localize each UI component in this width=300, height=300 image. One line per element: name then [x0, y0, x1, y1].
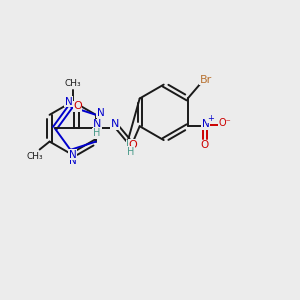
Text: CH₃: CH₃: [26, 152, 43, 161]
Text: H: H: [93, 128, 100, 138]
Text: CH₃: CH₃: [64, 79, 81, 88]
Text: N: N: [69, 150, 76, 160]
Text: O⁻: O⁻: [218, 118, 231, 128]
Text: N: N: [202, 119, 209, 129]
Text: H: H: [127, 147, 134, 157]
Text: N: N: [93, 119, 101, 129]
Text: Br: Br: [200, 75, 212, 85]
Text: N: N: [111, 119, 119, 129]
Text: H: H: [126, 140, 134, 150]
Text: N: N: [97, 108, 105, 118]
Text: N: N: [69, 156, 76, 166]
Text: O: O: [73, 101, 82, 111]
Text: O: O: [128, 140, 137, 150]
Text: N: N: [64, 97, 72, 106]
Text: +: +: [207, 114, 214, 123]
Text: O: O: [200, 140, 209, 150]
